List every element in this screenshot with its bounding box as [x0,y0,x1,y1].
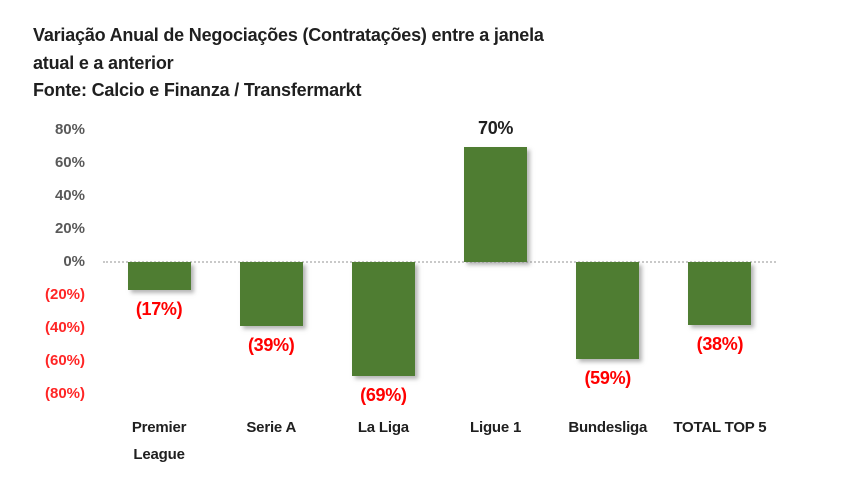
y-tick-label-20: (20%) [44,286,85,303]
category-label-total-top-5: TOTAL TOP 5 [673,419,767,436]
category-label-ligue-1: Ligue 1 [470,419,522,436]
chart-title: Variação Anual de Negociações (Contrataç… [33,22,544,105]
y-tick-label-40: 40% [54,187,85,204]
bar-serie-a [239,262,303,327]
y-tick-label-0: 0% [63,253,85,270]
bar-la-liga [351,262,415,376]
zero-gridline [103,261,776,263]
category-label-serie-a: Serie A [246,419,297,436]
category-label-la-liga: La Liga [357,419,409,436]
value-label-total-top-5: (38%) [696,333,744,354]
value-label-serie-a: (39%) [247,335,295,356]
value-label-ligue-1: 70% [478,117,514,138]
category-label-bundesliga: Bundesliga [568,419,648,436]
chart-source-line: Fonte: Calcio e Finanza / Transfermarkt [33,80,362,100]
value-label-bundesliga: (59%) [584,368,631,389]
bar-premier-league [127,262,191,291]
bar-bundesliga [576,262,640,360]
bar-total-top-5 [688,262,752,325]
y-tick-label-80: (80%) [44,385,85,402]
category-label-premier-league: Premier League [131,419,187,463]
bar-ligue-1 [464,146,528,262]
y-tick-label-20: 20% [54,220,85,237]
value-label-premier-league: (17%) [135,299,183,320]
y-tick-label-80: 80% [54,121,85,138]
chart-title-line-2: atual e a anterior [33,52,174,73]
y-tick-label-60: (60%) [44,352,85,369]
y-tick-label-40: (40%) [44,319,85,336]
y-tick-label-60: 60% [54,154,85,171]
value-label-la-liga: (69%) [360,384,407,405]
chart-title-line-1: Variação Anual de Negociações (Contrataç… [33,25,544,45]
